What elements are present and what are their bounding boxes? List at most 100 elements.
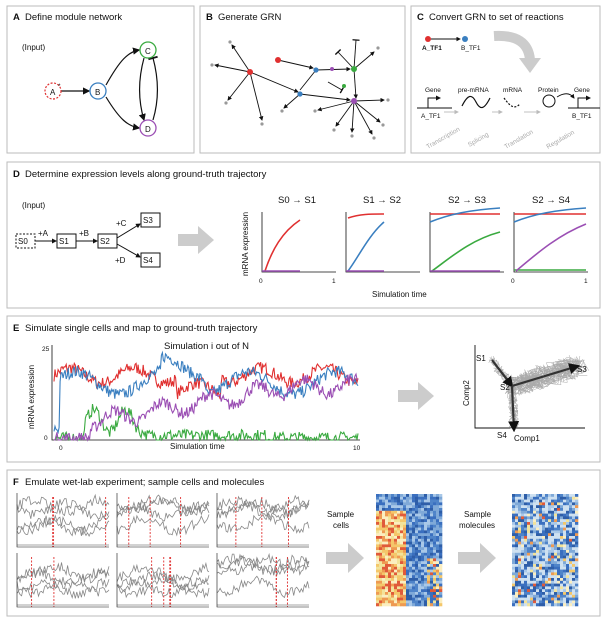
heatmap-cell (551, 499, 555, 503)
heatmap-cell (406, 586, 410, 590)
heatmap-cell (391, 536, 395, 540)
heatmap-cell (409, 603, 413, 607)
heatmap-cell (545, 594, 549, 598)
heatmap-cell (379, 583, 383, 587)
panel-e-ylabel: mRNA expression (27, 365, 36, 429)
heatmap-cell (427, 510, 431, 514)
heatmap-cell (554, 603, 558, 607)
heatmap-cell (527, 566, 531, 570)
trace-purple (54, 372, 359, 442)
heatmap-cell (536, 541, 540, 545)
heatmap-cell (566, 603, 570, 607)
heatmap-cell (545, 572, 549, 576)
heatmap-cell (424, 527, 428, 531)
heatmap-cell (385, 544, 389, 548)
sampled-trace (116, 571, 210, 593)
heatmap-cell (388, 510, 392, 514)
sampled-trace (116, 561, 210, 584)
heatmap-cell (530, 594, 534, 598)
heatmap-cell (379, 494, 383, 498)
heatmap-cell (563, 494, 567, 498)
heatmap-cell (403, 572, 407, 576)
heatmap-cell (572, 536, 576, 540)
heatmap-cell (406, 566, 410, 570)
heatmap-cell (560, 547, 564, 551)
heatmap-cell (427, 527, 431, 531)
heatmap-cell (560, 538, 564, 542)
edge-a: +A (38, 229, 49, 238)
heatmap-cell (536, 603, 540, 607)
heatmap-cell (548, 561, 552, 565)
svg-text:A: A (50, 88, 56, 97)
heatmap-cell (524, 527, 528, 531)
heatmap-cell (415, 561, 419, 565)
heatmap-cell (533, 538, 537, 542)
heatmap-cell (439, 558, 443, 562)
heatmap-cell (557, 496, 561, 500)
step2-line2: molecules (459, 521, 495, 530)
heatmap-cell (415, 550, 419, 554)
heatmap-cell (391, 569, 395, 573)
heatmap-cell (409, 524, 413, 528)
tf-a-label: A_TF1 (422, 45, 442, 52)
heatmap-cell (388, 516, 392, 520)
heatmap-cell (530, 519, 534, 523)
heatmap-cell (560, 513, 564, 517)
heatmap-cell (379, 558, 383, 562)
heatmap-cell (524, 510, 528, 514)
heatmap-cell (515, 494, 519, 498)
heatmap-cell (527, 541, 531, 545)
heatmap-cell (376, 541, 380, 545)
heatmap-cell (542, 583, 546, 587)
heatmap-cell (424, 536, 428, 540)
heatmap-cell (512, 494, 516, 498)
heatmap-cell (560, 564, 564, 568)
heatmap-cell (427, 522, 431, 526)
heatmap-cell (512, 552, 516, 556)
heatmap-cell (524, 508, 528, 512)
heatmap-cell (551, 494, 555, 498)
heatmap-cell (515, 597, 519, 601)
heatmap-cell (379, 510, 383, 514)
heatmap-cell (545, 555, 549, 559)
heatmap-cell (566, 519, 570, 523)
heatmap-cell (530, 586, 534, 590)
heatmap-cell (527, 544, 531, 548)
heatmap-cell (430, 527, 434, 531)
heatmap-cell (533, 494, 537, 498)
heatmap-cell (400, 589, 404, 593)
heatmap-cell (376, 530, 380, 534)
heatmap-cell (542, 603, 546, 607)
heatmap-cell (409, 513, 413, 517)
heatmap-cell (566, 536, 570, 540)
sampled-trace (216, 552, 310, 576)
heatmap-cell (545, 575, 549, 579)
heatmap-cell (415, 541, 419, 545)
heatmap-cell (400, 586, 404, 590)
heatmap-cell (415, 592, 419, 596)
heatmap-cell (524, 558, 528, 562)
heatmap-cell (385, 516, 389, 520)
heatmap-cell (412, 558, 416, 562)
heatmap-cell (512, 580, 516, 584)
heatmap-cell (403, 564, 407, 568)
heatmap-cell (433, 519, 437, 523)
heatmap-cell (439, 578, 443, 582)
panel-b: B Generate GRN (199, 5, 406, 154)
heatmap-cell (536, 583, 540, 587)
heatmap-cell (527, 522, 531, 526)
heatmap-cell (545, 527, 549, 531)
heatmap-cell (382, 575, 386, 579)
heatmap-cell (527, 575, 531, 579)
heatmap-cell (394, 569, 398, 573)
heatmap-cell (557, 524, 561, 528)
pca-xlabel: Comp1 (514, 434, 540, 443)
heatmap-cell (569, 564, 573, 568)
heatmap-cell (518, 513, 522, 517)
heatmap-cell (388, 527, 392, 531)
heatmap-cell (397, 516, 401, 520)
heatmap-cell (554, 572, 558, 576)
heatmap-cell (412, 533, 416, 537)
heatmap-cell (536, 510, 540, 514)
heatmap-cell (427, 530, 431, 534)
